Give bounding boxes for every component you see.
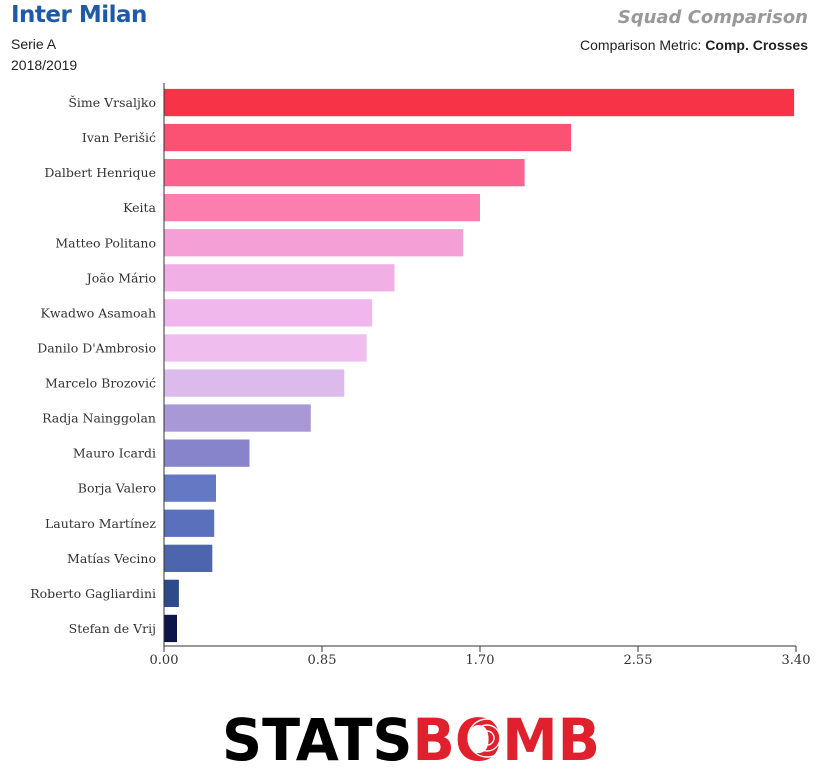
bar	[164, 439, 250, 467]
bar	[164, 579, 179, 607]
bar	[164, 474, 216, 502]
x-tick-label: 0.00	[150, 653, 179, 668]
metric-prefix: Comparison Metric:	[580, 37, 706, 53]
bar-chart: Šime Vrsaljko Ivan Perišić Dalbert Henriqu…	[30, 83, 811, 668]
statsbomb-logo: STATSBOMB	[222, 708, 600, 768]
metric-value: Comp. Crosses	[705, 37, 808, 53]
category-label: Šime Vrsaljko	[68, 94, 156, 110]
category-label: Keita	[123, 200, 156, 215]
category-label: Borja Valero	[78, 481, 156, 496]
bar	[164, 544, 213, 572]
season-label: 2018/2019	[11, 57, 78, 73]
category-label: Ivan Perišić	[82, 130, 156, 145]
category-label: Roberto Gagliardini	[30, 586, 156, 601]
x-tick-label: 1.70	[466, 653, 495, 668]
category-label: Lautaro Martínez	[45, 516, 156, 531]
bar	[164, 299, 373, 327]
bar	[164, 264, 395, 292]
comparison-metric: Comparison Metric: Comp. Crosses	[580, 37, 808, 53]
category-label: Danilo D'Ambrosio	[37, 341, 156, 356]
bar	[164, 159, 525, 187]
bar	[164, 509, 215, 537]
bar	[164, 194, 480, 222]
target-icon	[467, 718, 507, 758]
bar	[164, 229, 464, 257]
category-label: Matteo Politano	[55, 235, 156, 250]
team-title: Inter Milan	[11, 2, 147, 28]
bar	[164, 123, 572, 152]
category-label: Marcelo Brozović	[45, 376, 156, 391]
logo-text: STATSBOMB	[222, 708, 600, 768]
category-label: Matías Vecino	[67, 551, 156, 566]
x-tick-label: 3.40	[782, 653, 811, 668]
bar	[164, 369, 345, 397]
x-tick-label: 0.85	[308, 653, 337, 668]
bar	[164, 334, 367, 362]
bar	[164, 404, 311, 432]
category-label: Kwadwo Asamoah	[41, 305, 156, 320]
category-label: João Mário	[85, 270, 156, 285]
category-label: Radja Nainggolan	[42, 411, 156, 426]
league-label: Serie A	[11, 36, 57, 52]
category-label: Stefan de Vrij	[69, 621, 156, 636]
bar	[164, 88, 795, 117]
chart-title: Squad Comparison	[617, 7, 808, 28]
x-tick-label: 2.55	[624, 653, 653, 668]
bar	[164, 614, 177, 643]
category-label: Dalbert Henrique	[44, 165, 156, 180]
category-label: Mauro Icardi	[73, 446, 156, 461]
